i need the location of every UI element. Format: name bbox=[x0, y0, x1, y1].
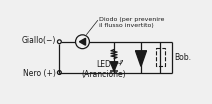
Text: Bob.: Bob. bbox=[174, 53, 191, 62]
Text: LED
(Arancione): LED (Arancione) bbox=[82, 60, 126, 79]
Text: Diodo (per prevenire
il flusso invertito): Diodo (per prevenire il flusso invertito… bbox=[99, 17, 165, 28]
Polygon shape bbox=[136, 51, 146, 66]
Bar bbox=[156, 48, 165, 66]
Text: Nero (+): Nero (+) bbox=[23, 69, 56, 78]
Text: Giallo(−): Giallo(−) bbox=[22, 37, 56, 45]
Polygon shape bbox=[110, 62, 118, 71]
Polygon shape bbox=[79, 38, 86, 45]
Circle shape bbox=[75, 35, 89, 49]
